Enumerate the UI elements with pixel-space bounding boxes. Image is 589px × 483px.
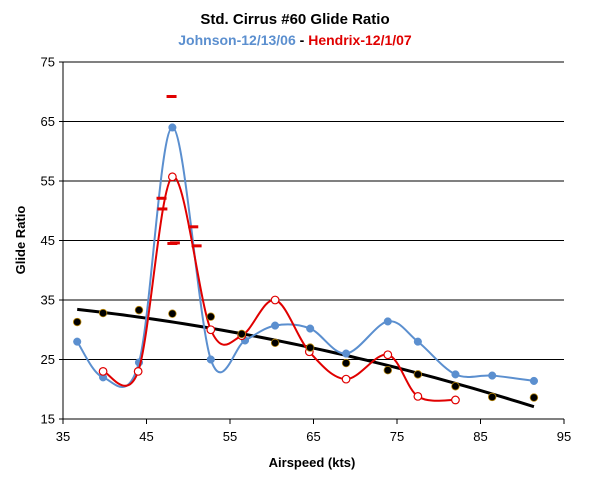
trend-point	[383, 366, 393, 375]
johnson-point	[451, 370, 460, 379]
hendrix-point	[451, 395, 460, 405]
subtitle-johnson: Johnson-12/13/06	[178, 32, 296, 48]
johnson-series-line	[76, 126, 535, 388]
y-tick-label: 65	[41, 114, 55, 129]
x-tick-label: 85	[473, 429, 487, 444]
x-tick-label: 55	[223, 429, 237, 444]
y-axis-label: Glide Ratio	[13, 206, 28, 275]
hendrix-series-line	[102, 175, 456, 402]
trend-point	[529, 393, 539, 402]
trend-point	[487, 392, 497, 402]
y-tick-label: 25	[41, 352, 55, 367]
y-tick-label: 55	[41, 174, 55, 189]
trend-point	[237, 329, 246, 339]
hendrix-point	[341, 374, 351, 384]
plot-area: 15 25 35 45 55 65 75 35 45 55 65 75 85 95	[41, 55, 572, 445]
trend-point	[413, 370, 423, 379]
trend-point	[168, 309, 177, 318]
hendrix-point	[413, 391, 423, 401]
x-axis-label: Airspeed (kts)	[269, 455, 356, 470]
hendrix-point	[133, 367, 143, 376]
johnson-point	[413, 337, 422, 346]
hendrix-point	[270, 295, 280, 305]
hendrix-point	[383, 350, 393, 360]
y-tick-label: 45	[41, 233, 55, 248]
trend-point	[206, 312, 215, 321]
trend-point	[451, 382, 460, 391]
johnson-point	[206, 355, 215, 364]
johnson-point	[271, 321, 280, 330]
johnson-point	[342, 349, 351, 358]
x-tick-label: 75	[390, 429, 404, 444]
subtitle-separator: -	[296, 32, 308, 48]
johnson-point	[529, 376, 538, 385]
trend-point	[134, 305, 144, 315]
trend-point	[72, 317, 82, 327]
hendrix-point	[206, 325, 216, 335]
trend-point	[270, 338, 280, 348]
x-tick-label: 95	[557, 429, 571, 444]
trend-point	[98, 308, 108, 318]
x-tick-label: 35	[56, 429, 70, 444]
johnson-point	[306, 324, 315, 333]
x-tick-label: 45	[139, 429, 153, 444]
subtitle-hendrix: Hendrix-12/1/07	[308, 32, 412, 48]
y-tick-label: 35	[41, 293, 55, 308]
y-tick-label: 75	[41, 55, 55, 70]
x-tick-label: 65	[306, 429, 320, 444]
trend-point	[341, 358, 351, 368]
chart-title: Std. Cirrus #60 Glide Ratio	[200, 11, 389, 28]
trend-point	[305, 343, 315, 352]
johnson-point	[488, 371, 497, 380]
hendrix-point	[167, 172, 177, 182]
johnson-point	[73, 337, 82, 346]
johnson-point	[168, 123, 177, 132]
y-tick-label: 15	[41, 412, 55, 427]
chart-subtitle: Johnson-12/13/06 - Hendrix-12/1/07	[178, 32, 412, 48]
hendrix-point	[98, 367, 108, 376]
johnson-point	[383, 317, 392, 326]
